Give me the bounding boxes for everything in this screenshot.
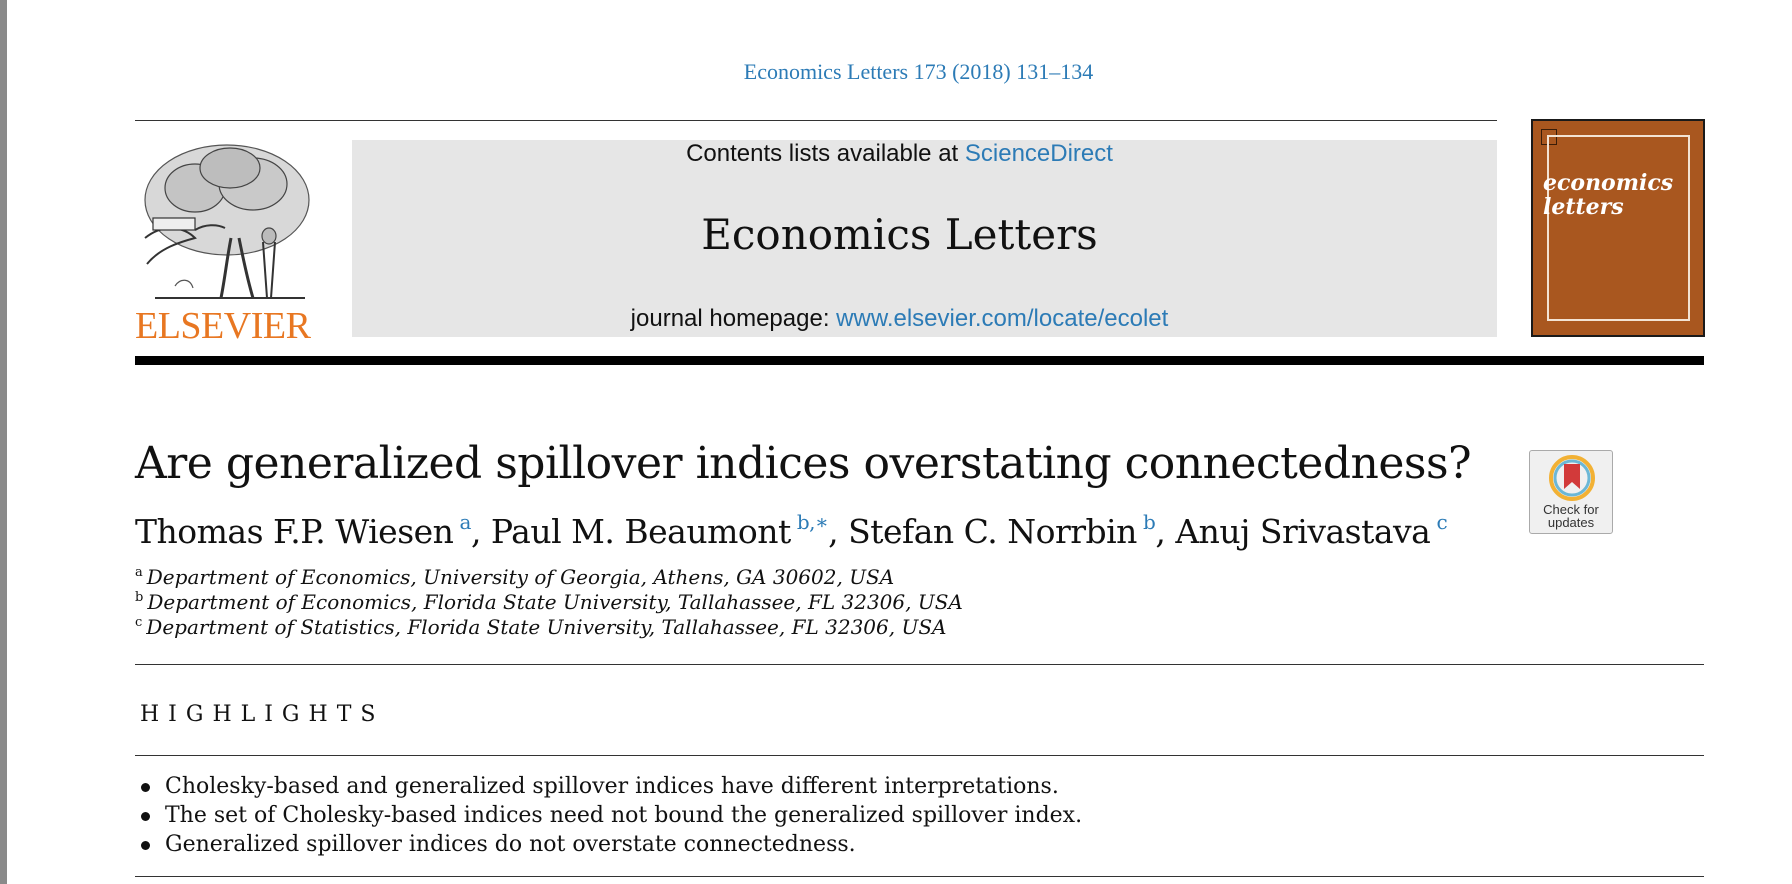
author-affil-link[interactable]: b,∗: [796, 510, 829, 534]
cover-title: economics letters: [1543, 171, 1683, 219]
cover-frame: [1547, 135, 1690, 321]
cover-title-line1: economics: [1543, 170, 1674, 196]
author-affil-link[interactable]: c: [1436, 510, 1448, 534]
highlights-heading: HIGHLIGHTS: [140, 702, 385, 727]
check-for-updates-label: Check for updates: [1530, 503, 1612, 529]
affiliation-mark: c: [135, 615, 143, 631]
author-name: Anuj Srivastava: [1175, 512, 1431, 551]
journal-cover[interactable]: economics letters: [1531, 119, 1705, 337]
author-affil-link[interactable]: a: [459, 510, 472, 534]
contents-line: Contents lists available at ScienceDirec…: [7, 140, 1792, 168]
journal-homepage-link[interactable]: www.elsevier.com/locate/ecolet: [836, 305, 1169, 332]
highlights-bottom-rule: [135, 876, 1704, 877]
bookmark-badge-icon: [1549, 455, 1595, 501]
cover-emblem-icon: [1541, 129, 1557, 145]
affiliation-mark: a: [135, 565, 143, 581]
check-for-updates-button[interactable]: Check for updates: [1529, 450, 1613, 534]
homepage-line: journal homepage: www.elsevier.com/locat…: [7, 305, 1792, 333]
check-for-updates-line2: updates: [1547, 515, 1595, 530]
affiliation-text: Department of Statistics, Florida State …: [146, 615, 947, 639]
homepage-prefix: journal homepage:: [630, 305, 837, 332]
section-rule: [135, 664, 1704, 665]
affiliation-text: Department of Economics, Florida State U…: [147, 590, 963, 614]
highlights-list: Cholesky-based and generalized spillover…: [135, 772, 1082, 859]
window-left-edge: [0, 0, 7, 884]
author-affil-link[interactable]: b: [1143, 510, 1156, 534]
affiliation-mark: b: [135, 590, 144, 606]
journal-header-box: [352, 140, 1497, 337]
sciencedirect-link[interactable]: ScienceDirect: [964, 140, 1113, 167]
author-name: Paul M. Beaumont: [490, 512, 791, 551]
elsevier-logo[interactable]: ELSEVIER: [135, 138, 315, 347]
header-rule: [135, 120, 1497, 121]
elsevier-tree-icon: [144, 144, 310, 299]
pdf-page: Economics Letters 173 (2018) 131–134 ELS…: [7, 0, 1792, 884]
author-name: Thomas F.P. Wiesen: [135, 512, 454, 551]
highlights-rule: [135, 755, 1704, 756]
affiliation-c: c Department of Statistics, Florida State…: [135, 615, 946, 639]
header-thick-rule: [135, 356, 1704, 365]
elsevier-wordmark: ELSEVIER: [135, 305, 311, 347]
author-list: Thomas F.P. Wiesen a, Paul M. Beaumont b…: [135, 510, 1448, 551]
affiliation-b: b Department of Economics, Florida State …: [135, 590, 963, 614]
affiliation-a: a Department of Economics, University of …: [135, 565, 894, 589]
check-for-updates-line1: Check for: [1543, 502, 1599, 517]
journal-title: Economics Letters: [701, 210, 1098, 259]
highlight-item: The set of Cholesky-based indices need n…: [135, 801, 1082, 830]
journal-citation[interactable]: Economics Letters 173 (2018) 131–134: [743, 59, 1094, 84]
highlight-item: Generalized spillover indices do not ove…: [135, 830, 1082, 859]
affiliation-text: Department of Economics, University of G…: [146, 565, 895, 589]
author-name: Stefan C. Norrbin: [848, 512, 1137, 551]
article-title: Are generalized spillover indices overst…: [135, 438, 1472, 489]
cover-title-line2: letters: [1543, 194, 1624, 220]
contents-prefix: Contents lists available at: [686, 140, 965, 167]
highlight-item: Cholesky-based and generalized spillover…: [135, 772, 1082, 801]
